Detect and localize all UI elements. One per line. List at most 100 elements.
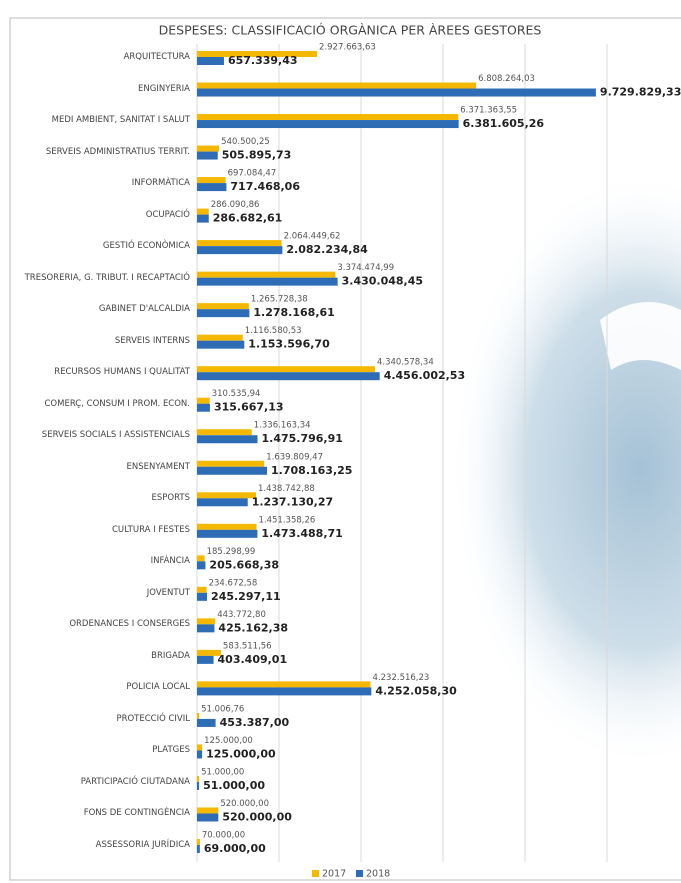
data-label: 1.473.488,71 <box>261 527 342 540</box>
data-label: 1.639.809,47 <box>266 452 323 462</box>
bar <box>197 498 248 506</box>
bar <box>197 555 205 561</box>
bar <box>197 209 209 215</box>
data-label: 443.772,80 <box>217 610 266 620</box>
bar <box>197 807 218 813</box>
data-label: 70.000,00 <box>202 831 245 841</box>
data-label: 1.336.163,34 <box>254 421 311 431</box>
data-label: 234.672,58 <box>209 578 258 588</box>
data-label: 2.064.449,62 <box>284 232 341 242</box>
data-label: 185.298,99 <box>207 547 256 557</box>
bar <box>197 530 257 538</box>
bar <box>197 398 210 404</box>
y-tick-label: CULTURA I FESTES <box>4 525 190 535</box>
data-label: 1.265.728,38 <box>251 295 308 305</box>
legend-label: 2018 <box>366 869 390 880</box>
y-tick-label: RECURSOS HUMANS I QUALITAT <box>4 367 190 377</box>
y-tick-label: SERVEIS SOCIALS I ASSISTENCIALS <box>4 430 190 440</box>
data-label: 51.000,00 <box>201 767 244 777</box>
data-label: 9.729.829,33 <box>600 86 681 99</box>
y-tick-label: PLATGES <box>4 745 190 755</box>
bar <box>197 272 335 278</box>
bar <box>197 492 256 498</box>
bar <box>197 744 202 750</box>
data-label: 4.456.002,53 <box>384 369 465 382</box>
bar <box>197 335 243 341</box>
y-tick-label: FONS DE CONTINGÈNCIA <box>4 808 190 818</box>
bar <box>197 372 380 380</box>
data-label: 286.682,61 <box>213 212 283 225</box>
bar <box>197 278 338 286</box>
background-shape <box>600 302 681 370</box>
bar <box>197 435 258 443</box>
data-label: 1.153.596,70 <box>248 338 330 351</box>
bar <box>197 309 249 317</box>
legend-swatch <box>356 870 363 877</box>
bar <box>197 461 264 467</box>
bar <box>197 813 218 821</box>
data-label: 3.374.474,99 <box>337 263 394 273</box>
data-label: 453.387,00 <box>220 716 290 729</box>
bar <box>197 713 199 719</box>
y-tick-label: GESTIÓ ECONÒMICA <box>4 241 190 251</box>
bar <box>197 624 214 632</box>
data-label: 425.162,38 <box>218 621 288 634</box>
data-label: 245.297,11 <box>211 590 281 603</box>
y-tick-label: OCUPACIÓ <box>4 210 190 220</box>
bar <box>197 177 226 183</box>
bar <box>197 839 200 845</box>
data-label: 315.667,13 <box>214 401 284 414</box>
page: {"chart_data": {"type": "hbar", "title":… <box>0 0 681 883</box>
bar <box>197 120 459 128</box>
legend-swatch <box>312 870 319 877</box>
bar <box>197 845 200 853</box>
bar <box>197 561 205 569</box>
y-tick-label: GABINET D'ALCALDIA <box>4 304 190 314</box>
bar <box>197 776 199 782</box>
y-tick-label: COMERÇ, CONSUM I PROM. ECON. <box>4 399 190 409</box>
bar <box>197 687 371 695</box>
y-tick-label: PARTICIPACIÓ CIUTADANA <box>4 777 190 787</box>
data-label: 6.381.605,26 <box>463 117 545 130</box>
bar <box>197 593 207 601</box>
data-label: 583.511,56 <box>223 641 272 651</box>
data-label: 310.535,94 <box>212 389 261 399</box>
y-tick-label: INFORMÀTICA <box>4 178 190 188</box>
data-label: 1.278.168,61 <box>253 306 334 319</box>
y-tick-label: SERVEIS ADMINISTRATIUS TERRIT. <box>4 147 190 157</box>
bar <box>197 83 476 89</box>
bar <box>197 183 226 191</box>
y-tick-label: JOVENTUT <box>4 588 190 598</box>
bar <box>197 215 209 223</box>
data-label: 657.339,43 <box>228 54 298 67</box>
data-label: 125.000,00 <box>206 747 276 760</box>
bar <box>197 152 218 160</box>
data-label: 520.000,00 <box>222 810 292 823</box>
data-label: 403.409,01 <box>218 653 288 666</box>
data-label: 205.668,38 <box>209 558 279 571</box>
bar <box>197 782 199 790</box>
data-label: 1.451.358,26 <box>259 515 316 525</box>
data-label: 1.237.130,27 <box>252 495 333 508</box>
data-label: 69.000,00 <box>204 842 266 855</box>
data-label: 697.084,47 <box>228 169 277 179</box>
background-image <box>450 170 681 770</box>
y-tick-label: SERVEIS INTERNS <box>4 336 190 346</box>
bar <box>197 404 210 412</box>
data-label: 125.000,00 <box>204 736 253 746</box>
data-label: 1.708.163,25 <box>271 464 352 477</box>
data-label: 51.000,00 <box>203 779 265 792</box>
bar <box>197 303 249 309</box>
bar <box>197 618 215 624</box>
data-label: 6.808.264,03 <box>478 74 535 84</box>
bar <box>197 587 207 593</box>
data-label: 717.468,06 <box>230 180 300 193</box>
bar <box>197 89 596 97</box>
bar <box>197 524 257 530</box>
data-label: 2.082.234,84 <box>286 243 368 256</box>
data-label: 540.500,25 <box>221 137 270 147</box>
data-label: 520.000,00 <box>220 799 269 809</box>
bar <box>197 240 282 246</box>
y-tick-label: TRESORERIA, G. TRIBUT. I RECAPTACIÓ <box>4 273 190 283</box>
y-tick-label: ENGINYERIA <box>4 84 190 94</box>
